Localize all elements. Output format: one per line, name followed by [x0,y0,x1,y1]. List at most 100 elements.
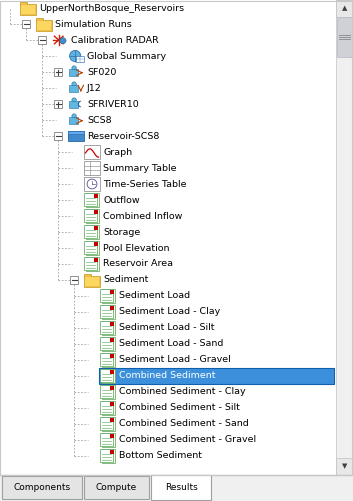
Bar [110,290,114,294]
Bar [86,193,99,207]
Text: Combined Inflow: Combined Inflow [103,211,183,220]
Circle shape [70,51,81,62]
Bar [86,225,99,239]
Bar [102,401,115,415]
Bar [102,337,115,351]
Bar [84,177,100,191]
Bar [69,101,78,108]
Text: Pool Elevation: Pool Elevation [103,243,169,253]
Bar [69,85,78,92]
Circle shape [72,114,76,118]
Bar [22,20,30,28]
Text: Summary Table: Summary Table [103,163,176,172]
Text: Calibration RADAR: Calibration RADAR [71,36,159,45]
Bar [100,433,113,446]
Bar [36,20,52,31]
Bar [94,194,98,198]
Bar [84,225,97,238]
Bar [84,241,97,254]
Bar [84,257,97,270]
Text: Outflow: Outflow [103,195,140,204]
Bar [151,475,211,500]
Bar [336,0,353,17]
Bar [102,321,115,335]
Bar [94,242,98,246]
Bar [102,417,115,431]
Text: SFRIVER10: SFRIVER10 [87,100,139,109]
Text: ▼: ▼ [342,463,347,469]
Text: ▲: ▲ [342,6,347,12]
Bar [38,36,46,44]
Text: Sediment Load - Gravel: Sediment Load - Gravel [119,356,231,365]
Text: Simulation Runs: Simulation Runs [55,20,132,29]
Bar [54,68,62,76]
Bar [100,353,113,366]
Bar [110,386,114,390]
Circle shape [60,38,66,44]
Bar [336,458,353,475]
Bar [68,131,84,134]
Bar [20,3,27,6]
Text: Sediment: Sediment [103,276,148,285]
Bar [86,257,99,271]
Bar [84,145,100,159]
Text: Sediment Load - Silt: Sediment Load - Silt [119,324,215,333]
Bar [69,117,78,124]
Bar [37,21,51,30]
Text: Combined Sediment - Gravel: Combined Sediment - Gravel [119,435,256,444]
Bar [110,450,114,454]
Bar [100,401,113,414]
Bar [68,131,84,141]
Bar [36,19,43,22]
Bar [102,449,115,463]
Bar [84,209,97,222]
Bar [102,369,115,383]
Circle shape [72,82,76,86]
Bar [100,385,113,398]
Bar [84,276,100,287]
Bar [337,17,352,57]
Bar [94,258,98,262]
Bar [110,354,114,358]
Text: Results: Results [164,483,197,492]
Bar [86,209,99,223]
Bar [100,321,113,334]
Bar [54,100,62,108]
Bar [94,210,98,214]
Bar [102,433,115,447]
Bar [69,69,78,76]
Text: Reservoir Area: Reservoir Area [103,260,173,269]
Bar [99,368,334,384]
Text: Combined Sediment: Combined Sediment [119,372,215,380]
Bar [100,337,113,350]
Bar [84,275,91,278]
Bar [110,434,114,438]
Text: Bottom Sediment: Bottom Sediment [119,451,202,460]
Bar [21,5,35,14]
Bar [86,241,99,255]
Text: Sediment Load - Clay: Sediment Load - Clay [119,308,220,317]
Bar [84,193,97,206]
Text: UpperNorthBosque_Reservoirs: UpperNorthBosque_Reservoirs [39,4,184,13]
Text: Graph: Graph [103,147,132,156]
Text: SF020: SF020 [87,68,116,77]
Text: Sediment Load: Sediment Load [119,292,190,301]
Text: Storage: Storage [103,227,140,236]
Bar [100,449,113,462]
Bar [100,417,113,430]
Bar [100,289,113,302]
Bar [102,305,115,319]
Bar [20,4,36,15]
Bar [0,475,353,501]
Bar [102,385,115,399]
Bar [110,370,114,374]
Text: Reservoir-SCS8: Reservoir-SCS8 [87,131,159,140]
Text: Components: Components [13,483,71,492]
Bar [336,0,353,475]
Bar [100,369,113,382]
Bar [102,353,115,367]
Text: Time-Series Table: Time-Series Table [103,179,186,188]
Bar [84,476,149,499]
Bar [76,56,84,62]
Circle shape [87,179,97,189]
